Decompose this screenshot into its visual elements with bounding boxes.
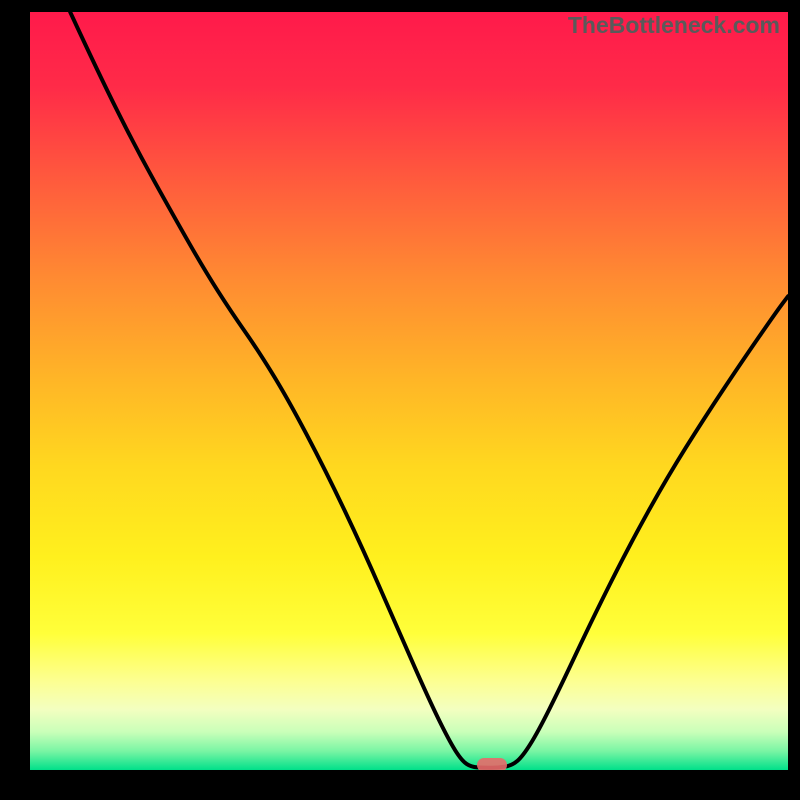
watermark-text: TheBottleneck.com	[568, 12, 780, 39]
gradient-background	[30, 12, 788, 770]
plot-area: TheBottleneck.com	[30, 12, 788, 770]
minimum-marker	[477, 758, 507, 770]
